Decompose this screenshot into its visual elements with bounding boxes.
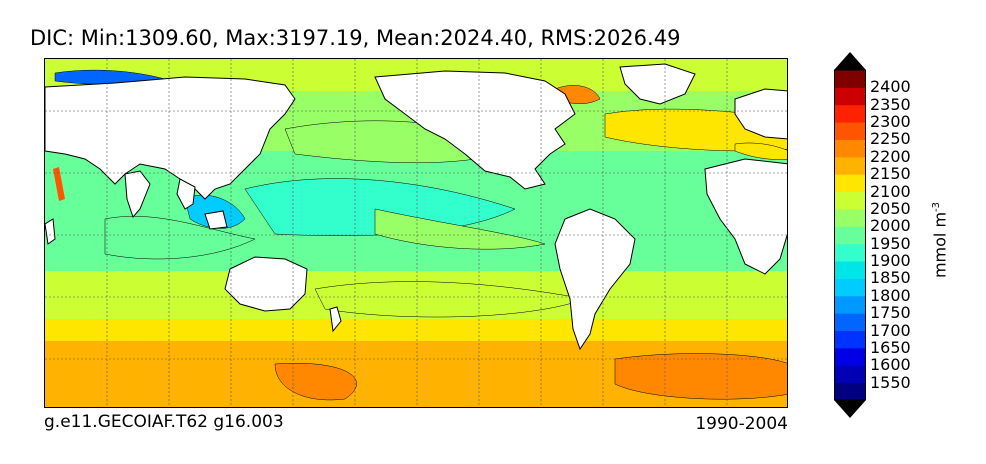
weddell-orange: [614, 353, 787, 400]
north-america: [374, 70, 576, 190]
colorbar-tick-label: 1950: [870, 233, 911, 253]
colorbar-tick-label: 1900: [870, 251, 911, 271]
colorbar-segment: [834, 226, 866, 245]
colorbar-segment: [834, 174, 866, 193]
colorbar-tick-label: 2350: [870, 94, 911, 114]
period-label: 1990-2004: [695, 414, 788, 434]
europe-scandinavia: [734, 88, 787, 140]
colorbar-segment: [834, 70, 866, 88]
colorbar-segment: [834, 122, 866, 140]
colorbar-tick-label: 1650: [870, 337, 911, 357]
map-canvas: [45, 59, 787, 407]
red-sea: [53, 167, 65, 201]
colorbar-frame: [834, 69, 866, 401]
colorbar-tick-label: 2200: [870, 146, 911, 166]
colorbar-segment: [834, 243, 866, 262]
graticule: [45, 59, 787, 407]
colorbar-tick-label: 2300: [870, 112, 911, 132]
colorbar-segment: [834, 330, 866, 349]
colorbar-over-arrow: [834, 52, 866, 70]
equatorial-pacific-green: [374, 208, 546, 250]
tropical-pacific-tongue: [244, 178, 516, 236]
colorbar-tick-label: 1800: [870, 285, 911, 305]
units-exponent: -3: [931, 201, 943, 212]
colorbar-tick-label: 1700: [870, 320, 911, 340]
borneo: [204, 210, 228, 230]
colorbar-segment: [834, 261, 866, 279]
colorbar-segment: [834, 87, 866, 106]
new-zealand: [329, 306, 342, 333]
ocean-band-southern: [45, 319, 787, 341]
eurasia-landmass: [45, 76, 296, 200]
colorbar-units: mmol m-3: [931, 202, 950, 278]
southern-ocean-orange: [274, 363, 357, 401]
colorbar-segment: [834, 104, 866, 123]
colorbar-segment: [834, 156, 866, 175]
colorbar-tick-label: 2000: [870, 216, 911, 236]
africa: [704, 158, 787, 275]
colorbar-tick-label: 1600: [870, 355, 911, 375]
greenland: [619, 63, 696, 105]
colorbar-segment: [834, 382, 866, 401]
indochina: [176, 178, 196, 210]
colorbar-tick-label: 1750: [870, 303, 911, 323]
experiment-label: g.e11.GECOIAF.T62 g16.003: [44, 412, 284, 432]
colorbar-segment: [834, 278, 866, 297]
map-title: DIC: Min:1309.60, Max:3197.19, Mean:2024…: [30, 26, 681, 50]
mediterranean: [734, 142, 787, 160]
colorbar-tick-label: 2050: [870, 198, 911, 218]
colorbar-segment: [834, 295, 866, 314]
colorbar: [834, 52, 866, 418]
colorbar-tick-label: 2250: [870, 129, 911, 149]
colorbar-segment: [834, 313, 866, 332]
ocean-dic-map: [44, 58, 788, 408]
colorbar-segment: [834, 208, 866, 227]
colorbar-tick-label: 2400: [870, 77, 911, 97]
colorbar-tick-label: 1850: [870, 268, 911, 288]
colorbar-segment: [834, 365, 866, 384]
colorbar-tick-label: 2100: [870, 181, 911, 201]
india-peninsula: [124, 170, 151, 218]
colorbar-under-arrow: [834, 400, 866, 418]
colorbar-tick-label: 1550: [870, 372, 911, 392]
south-america: [554, 208, 636, 351]
colorbar-segment: [834, 347, 866, 366]
australia: [224, 256, 308, 312]
madagascar-west: [45, 218, 56, 245]
indian-ocean-tongue: [104, 216, 256, 260]
colorbar-segment: [834, 139, 866, 158]
colorbar-tick-label: 2150: [870, 164, 911, 184]
units-base: mmol m: [930, 211, 950, 279]
colorbar-segment: [834, 191, 866, 210]
